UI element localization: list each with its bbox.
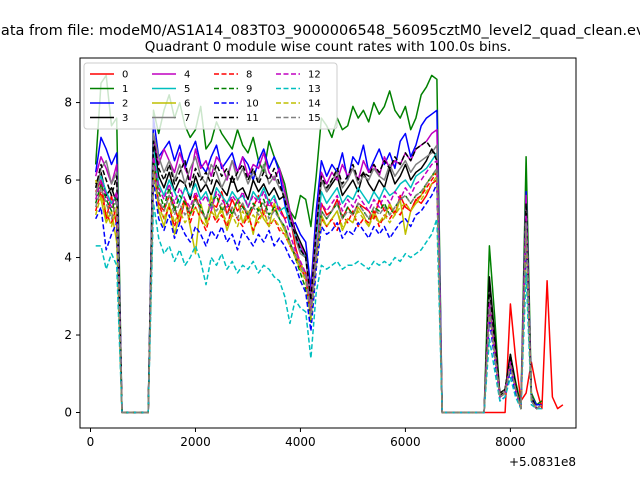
legend-label-10: 10	[246, 99, 259, 110]
legend-label-0: 0	[122, 70, 128, 81]
x-offset-label: +5.0831e8	[509, 455, 576, 469]
legend-label-4: 4	[184, 70, 190, 81]
series-line-11	[94, 140, 543, 414]
y-tick-label: 2	[64, 328, 72, 342]
legend-label-15: 15	[308, 113, 321, 124]
legend-label-13: 13	[308, 84, 321, 95]
legend-label-9: 9	[246, 84, 252, 95]
series-line-13	[95, 202, 542, 414]
y-tick-label: 8	[64, 96, 72, 110]
legend-label-1: 1	[122, 84, 128, 95]
y-tick-label: 0	[64, 406, 72, 420]
legend-label-7: 7	[184, 113, 190, 124]
chart-title: Quadrant 0 module wise count rates with …	[145, 39, 511, 55]
legend-label-2: 2	[122, 99, 128, 110]
x-tick-label: 0	[87, 435, 95, 449]
legend-label-8: 8	[246, 70, 252, 81]
legend-label-14: 14	[308, 99, 321, 110]
x-tick-label: 8000	[495, 435, 526, 449]
legend-label-12: 12	[308, 70, 321, 81]
series-line-15	[94, 163, 543, 414]
series-line-10	[95, 179, 543, 414]
plot-frame	[79, 57, 577, 429]
legend-label-6: 6	[184, 99, 190, 110]
series-line-14	[94, 171, 543, 414]
y-tick-label: 4	[64, 251, 72, 265]
legend-label-11: 11	[246, 113, 259, 124]
x-tick-label: 6000	[390, 435, 421, 449]
y-tick-label: 6	[64, 173, 72, 187]
legend-box	[83, 62, 338, 130]
legend-label-3: 3	[122, 113, 128, 124]
x-axis: 0 2000 4000 6000 8000	[87, 428, 526, 449]
series-layer	[94, 74, 564, 414]
x-tick-label: 2000	[180, 435, 211, 449]
y-axis: 0 2 4 6 8	[64, 96, 80, 420]
legend-label-5: 5	[184, 84, 190, 95]
chart-suptitle: Data from file: modeM0/AS1A14_083T03_900…	[0, 23, 640, 39]
x-tick-label: 4000	[285, 435, 316, 449]
